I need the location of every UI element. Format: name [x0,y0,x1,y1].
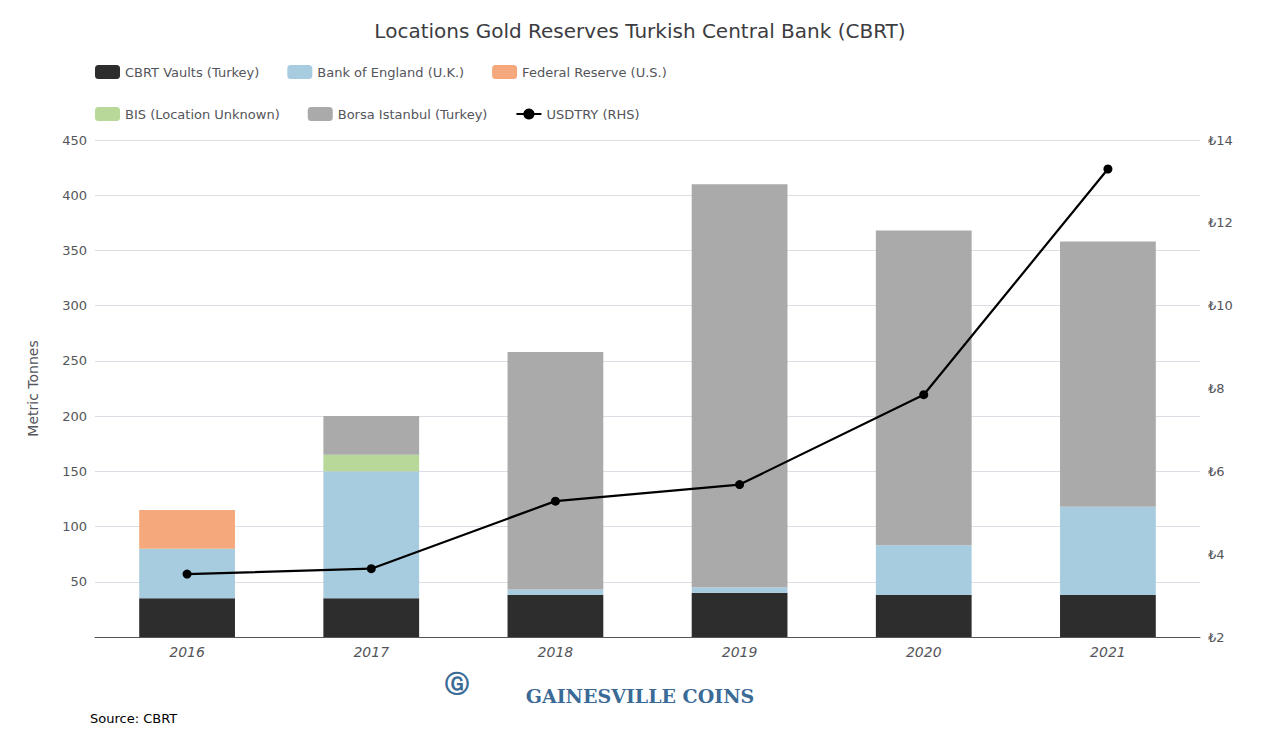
svg-text:Bank of England (U.K.): Bank of England (U.K.) [317,65,464,80]
svg-text:Source: CBRT: Source: CBRT [90,711,177,726]
svg-text:2016: 2016 [169,644,205,660]
svg-text:₺4: ₺4 [1208,547,1225,562]
svg-text:400: 400 [62,188,87,203]
svg-text:2021: 2021 [1090,644,1126,660]
svg-text:250: 250 [62,353,87,368]
svg-text:450: 450 [62,133,87,148]
svg-text:USDTRY (RHS): USDTRY (RHS) [546,107,639,122]
svg-text:200: 200 [62,409,87,424]
svg-text:2020: 2020 [906,644,942,660]
svg-text:₺6: ₺6 [1208,464,1225,479]
svg-text:Federal Reserve (U.S.): Federal Reserve (U.S.) [522,65,667,80]
svg-text:Borsa Istanbul (Turkey): Borsa Istanbul (Turkey) [338,107,488,122]
svg-text:2017: 2017 [353,644,389,660]
svg-text:150: 150 [62,464,87,479]
svg-text:₺14: ₺14 [1208,133,1233,148]
svg-text:2019: 2019 [722,644,758,660]
svg-text:50: 50 [70,574,87,589]
svg-text:Ⓖ: Ⓖ [445,670,469,698]
svg-text:₺12: ₺12 [1208,215,1233,230]
svg-text:Locations Gold Reserves Turkis: Locations Gold Reserves Turkish Central … [374,19,905,43]
svg-text:₺8: ₺8 [1208,381,1225,396]
svg-text:CBRT Vaults (Turkey): CBRT Vaults (Turkey) [125,65,259,80]
svg-text:350: 350 [62,243,87,258]
svg-text:BIS (Location Unknown): BIS (Location Unknown) [125,107,280,122]
svg-text:300: 300 [62,298,87,313]
svg-text:₺10: ₺10 [1208,298,1233,313]
svg-text:₺2: ₺2 [1208,630,1225,645]
svg-text:GAINESVILLE COINS: GAINESVILLE COINS [526,685,755,707]
svg-text:Metric Tonnes: Metric Tonnes [25,340,41,436]
svg-text:2018: 2018 [538,644,574,660]
svg-text:100: 100 [62,519,87,534]
